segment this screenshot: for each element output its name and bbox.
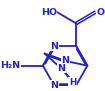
Text: N: N — [50, 42, 58, 51]
Text: HO: HO — [41, 8, 57, 17]
Text: N: N — [57, 64, 65, 73]
Text: O: O — [96, 8, 104, 17]
Text: N: N — [62, 56, 70, 65]
Text: H₂N: H₂N — [1, 61, 21, 70]
Text: N: N — [50, 81, 58, 90]
Text: H: H — [69, 78, 76, 87]
